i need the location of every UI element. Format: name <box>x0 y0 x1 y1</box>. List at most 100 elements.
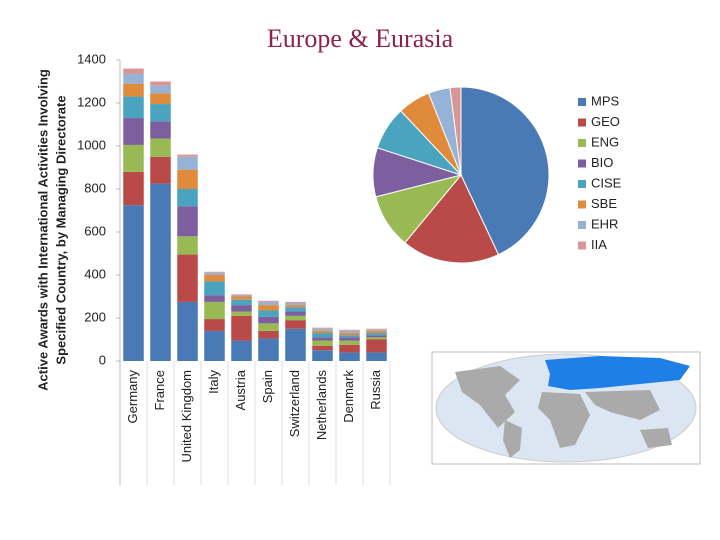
legend-swatch <box>578 200 586 209</box>
bar-segment <box>123 83 144 97</box>
bar-segment <box>150 138 171 157</box>
bar-segment <box>123 118 144 145</box>
bar-segment <box>150 121 171 139</box>
bar-segment <box>312 345 333 351</box>
bar-segment <box>285 328 306 361</box>
bar-segment <box>258 310 279 317</box>
legend-label: SBE <box>591 196 617 211</box>
bar-segment <box>123 96 144 119</box>
pie-slice <box>460 86 550 256</box>
bar-segment <box>312 330 333 334</box>
bar-segment <box>231 305 252 312</box>
bar-segment <box>339 337 360 341</box>
bar-segment <box>204 301 225 320</box>
y-tick-label: 1200 <box>77 94 106 109</box>
map-eurasia <box>545 356 690 390</box>
bar-segment <box>231 294 252 296</box>
legend-swatch <box>578 221 586 229</box>
bar-segment <box>366 352 387 361</box>
bar-segment <box>258 330 279 339</box>
bar-segment <box>204 271 225 273</box>
bar-segment <box>123 171 144 206</box>
bar-segment <box>123 205 144 361</box>
bar-segment <box>366 333 387 336</box>
bar-segment <box>204 295 225 302</box>
bar-segment <box>231 299 252 306</box>
legend-swatch <box>578 241 586 250</box>
x-tick-label: Germany <box>125 370 140 424</box>
bar-segment <box>285 302 306 306</box>
map-land <box>640 428 672 448</box>
bar-segment <box>150 183 171 361</box>
x-tick-label: United Kingdom <box>179 370 194 463</box>
bar-segment <box>258 300 279 302</box>
x-tick-label: Italy <box>206 370 221 394</box>
y-tick-label: 1000 <box>77 137 106 152</box>
page-title: Europe & Eurasia <box>267 24 454 53</box>
bar-segment <box>150 85 171 94</box>
bar-segment <box>339 333 360 336</box>
bar-segment <box>258 338 279 361</box>
legend-label: MPS <box>591 93 620 108</box>
bar-segment <box>285 305 306 308</box>
y-tick-label: 800 <box>84 180 106 195</box>
pie-slice <box>404 174 500 264</box>
x-tick-label: France <box>152 370 167 410</box>
y-tick-label: 200 <box>84 309 106 324</box>
bar-segment <box>150 156 171 184</box>
legend-swatch <box>578 118 586 127</box>
bar-segment <box>339 344 360 353</box>
map-land <box>455 366 520 428</box>
bar-segment <box>258 323 279 331</box>
bar-segment <box>285 315 306 321</box>
bar-segment <box>339 352 360 361</box>
map-land <box>538 392 590 448</box>
x-tick-label: Switzerland <box>287 370 302 437</box>
bar-segment <box>231 340 252 361</box>
bar-segment <box>312 340 333 346</box>
legend-label: EHR <box>591 216 618 231</box>
bar-segment <box>177 254 198 302</box>
bar-segment <box>177 206 198 237</box>
legend-swatch <box>578 98 586 106</box>
bar-segment <box>231 295 252 297</box>
x-tick-label: Netherlands <box>314 370 329 441</box>
y-axis-label: Specified Country, by Managing Directora… <box>53 95 68 364</box>
bar-segment <box>366 335 387 338</box>
bar-segment <box>204 275 225 282</box>
bar-segment <box>177 169 198 189</box>
bar-segment <box>339 329 360 331</box>
x-tick-label: Austria <box>233 369 248 410</box>
bar-segment <box>366 339 387 353</box>
map-land <box>503 420 522 458</box>
bar-segment <box>312 328 333 331</box>
bar-segment <box>312 327 333 329</box>
legend-label: IIA <box>591 237 607 252</box>
bar-segment <box>366 328 387 330</box>
bar-segment <box>339 340 360 345</box>
bar-segment <box>339 335 360 338</box>
legend-label: ENG <box>591 134 619 149</box>
bar-segment <box>150 93 171 105</box>
bar-segment <box>312 333 333 338</box>
pie-slice <box>449 86 462 176</box>
x-tick-label: Russia <box>368 369 383 410</box>
legend-swatch <box>578 180 586 188</box>
bar-segment <box>204 272 225 275</box>
y-tick-label: 0 <box>99 352 106 367</box>
bar-segment <box>366 337 387 340</box>
bar-segment <box>285 301 306 303</box>
y-tick-label: 400 <box>84 266 106 281</box>
bar-segment <box>177 189 198 207</box>
bar-segment <box>285 307 306 312</box>
bar-segment <box>177 236 198 255</box>
bar-segment <box>285 311 306 316</box>
bar-segment <box>258 316 279 324</box>
bar-segment <box>231 315 252 341</box>
y-tick-label: 600 <box>84 223 106 238</box>
bar-segment <box>258 305 279 311</box>
bar-segment <box>177 154 198 157</box>
bar-segment <box>204 281 225 296</box>
bar-segment <box>150 104 171 122</box>
